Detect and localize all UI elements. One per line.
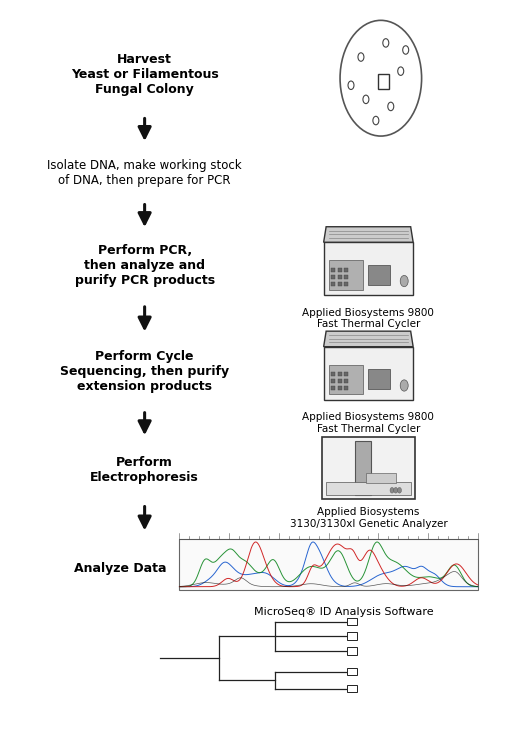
- Circle shape: [397, 487, 401, 493]
- FancyBboxPatch shape: [344, 379, 348, 384]
- FancyBboxPatch shape: [344, 372, 348, 376]
- FancyBboxPatch shape: [344, 275, 348, 279]
- FancyBboxPatch shape: [338, 282, 341, 286]
- Text: Applied Biosystems 9800
Fast Thermal Cycler: Applied Biosystems 9800 Fast Thermal Cyc…: [303, 307, 434, 329]
- FancyBboxPatch shape: [331, 268, 335, 272]
- Text: Perform
Electrophoresis: Perform Electrophoresis: [90, 456, 199, 484]
- FancyBboxPatch shape: [366, 473, 396, 483]
- FancyBboxPatch shape: [347, 617, 357, 625]
- FancyBboxPatch shape: [328, 365, 363, 394]
- FancyBboxPatch shape: [355, 441, 371, 495]
- Text: Perform PCR,
then analyze and
purify PCR products: Perform PCR, then analyze and purify PCR…: [75, 244, 214, 287]
- FancyBboxPatch shape: [179, 539, 478, 589]
- FancyBboxPatch shape: [338, 275, 341, 279]
- FancyBboxPatch shape: [347, 685, 357, 692]
- Circle shape: [400, 276, 408, 287]
- Circle shape: [400, 380, 408, 391]
- FancyBboxPatch shape: [347, 632, 357, 640]
- Text: Applied Biosystems
3130/3130xl Genetic Analyzer: Applied Biosystems 3130/3130xl Genetic A…: [290, 507, 447, 528]
- FancyBboxPatch shape: [368, 369, 390, 389]
- FancyBboxPatch shape: [344, 386, 348, 390]
- FancyBboxPatch shape: [344, 282, 348, 286]
- FancyBboxPatch shape: [331, 372, 335, 376]
- Text: Harvest
Yeast or Filamentous
Fungal Colony: Harvest Yeast or Filamentous Fungal Colo…: [71, 53, 219, 96]
- Text: Perform Cycle
Sequencing, then purify
extension products: Perform Cycle Sequencing, then purify ex…: [60, 350, 229, 392]
- Circle shape: [394, 487, 398, 493]
- Polygon shape: [324, 226, 413, 243]
- FancyBboxPatch shape: [328, 260, 363, 290]
- FancyBboxPatch shape: [338, 386, 341, 390]
- FancyBboxPatch shape: [326, 482, 411, 495]
- FancyBboxPatch shape: [324, 347, 413, 400]
- Circle shape: [390, 487, 394, 493]
- FancyBboxPatch shape: [338, 372, 341, 376]
- FancyBboxPatch shape: [331, 282, 335, 286]
- FancyBboxPatch shape: [338, 379, 341, 384]
- Text: Analyze Data: Analyze Data: [74, 562, 166, 575]
- FancyBboxPatch shape: [322, 437, 414, 500]
- Text: Applied Biosystems 9800
Fast Thermal Cycler: Applied Biosystems 9800 Fast Thermal Cyc…: [303, 412, 434, 434]
- FancyBboxPatch shape: [347, 648, 357, 655]
- Text: MicroSeq® ID Analysis Software: MicroSeq® ID Analysis Software: [254, 607, 434, 617]
- FancyBboxPatch shape: [331, 275, 335, 279]
- FancyBboxPatch shape: [324, 243, 413, 295]
- FancyBboxPatch shape: [331, 379, 335, 384]
- FancyBboxPatch shape: [331, 386, 335, 390]
- Polygon shape: [324, 331, 413, 347]
- FancyBboxPatch shape: [344, 268, 348, 272]
- FancyBboxPatch shape: [338, 268, 341, 272]
- FancyBboxPatch shape: [347, 667, 357, 675]
- FancyBboxPatch shape: [368, 265, 390, 284]
- Text: Isolate DNA, make working stock
of DNA, then prepare for PCR: Isolate DNA, make working stock of DNA, …: [47, 159, 242, 187]
